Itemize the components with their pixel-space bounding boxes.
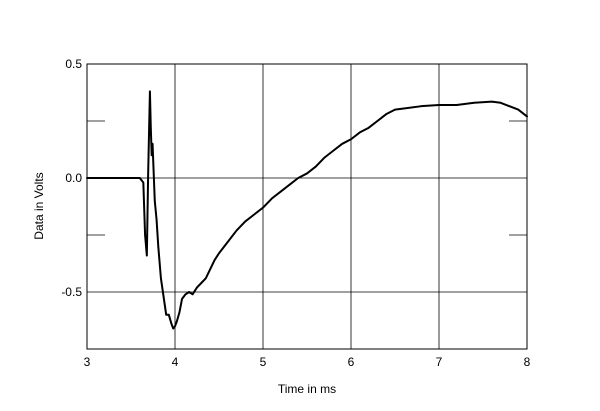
series-line <box>86 90 528 330</box>
plot-border <box>86 63 528 350</box>
x-tick-labels: 3 4 5 6 7 8 <box>84 355 531 369</box>
x-tick-label: 3 <box>84 355 91 369</box>
x-axis-label: Time in ms <box>278 382 336 396</box>
x-tick-label: 7 <box>436 355 443 369</box>
y-tick-label: -0.5 <box>61 285 82 299</box>
x-tick-label: 5 <box>260 355 267 369</box>
x-tick-label: 8 <box>524 355 531 369</box>
series-layer <box>86 90 528 330</box>
y-tick-label: 0.0 <box>65 171 82 185</box>
y-axis-label: Data in Volts <box>32 172 46 239</box>
y-tick-label: 0.5 <box>65 57 82 71</box>
x-tick-label: 6 <box>348 355 355 369</box>
y-tick-labels: -0.5 0.0 0.5 <box>61 57 82 299</box>
x-tick-label: 4 <box>172 355 179 369</box>
grid <box>87 64 527 349</box>
plot-frame <box>86 63 528 350</box>
